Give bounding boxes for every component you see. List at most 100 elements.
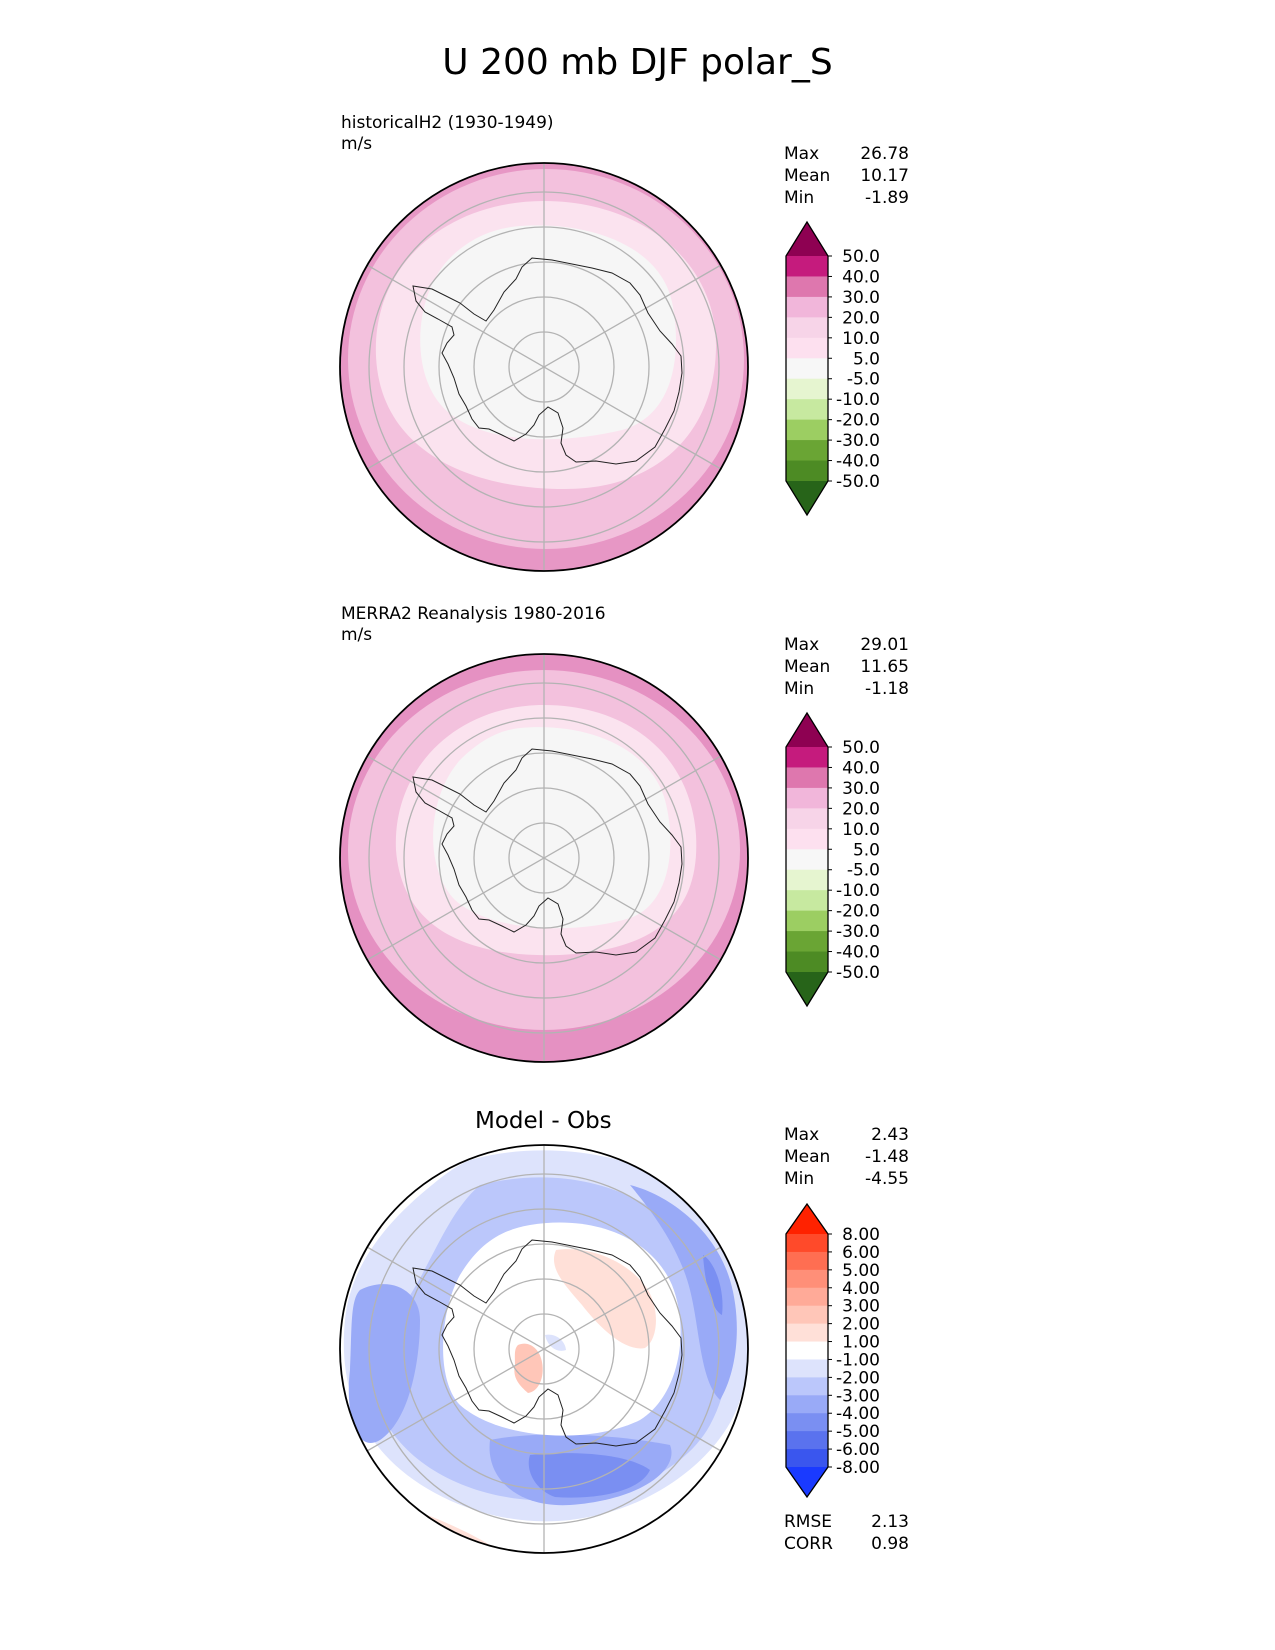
panel-3-stat-mean-label: Mean [784, 1147, 831, 1167]
colorbar-3-segment [786, 1449, 828, 1468]
colorbar-1-tick-label: -40.0 [836, 452, 880, 472]
colorbar-3-segment [786, 1431, 828, 1450]
panel-2-units: m/s [341, 625, 373, 645]
colorbar-1-tick-label: 40.0 [842, 267, 880, 287]
colorbar-1-tick-label: 10.0 [842, 329, 880, 349]
colorbar-2-segment [786, 951, 828, 973]
colorbar-2-tick-label: -10.0 [836, 881, 880, 901]
figure-title: U 200 mb DJF polar_S [442, 42, 833, 83]
panel-1-stat-mean-value: 10.17 [860, 166, 909, 186]
colorbar-3-tick-label: -2.00 [836, 1368, 880, 1388]
colorbar-3-extend-top [786, 1204, 828, 1234]
panel-2-stat-mean-value: 11.65 [860, 657, 909, 677]
colorbar-3-tick-label: -1.00 [836, 1350, 880, 1370]
colorbar-3-tick-label: -3.00 [836, 1386, 880, 1406]
colorbar-1-segment [786, 419, 828, 441]
colorbar-3-tick-label: -5.00 [836, 1422, 880, 1442]
panel-3-stat-max-value: 2.43 [871, 1125, 909, 1145]
map-3-region-minus4-east [703, 1255, 723, 1315]
colorbar-2-tick-label: -50.0 [836, 963, 880, 983]
colorbar-3-tick-label: 6.00 [842, 1243, 880, 1263]
panel-3-stat-mean-value: -1.48 [865, 1147, 909, 1167]
colorbar-1-tick-label: -30.0 [836, 431, 880, 451]
panel-3-corr-label: CORR [784, 1534, 833, 1554]
colorbar-2-segment [786, 931, 828, 953]
panel-1-stat-mean-label: Mean [784, 166, 831, 186]
panel-2-stat-max-value: 29.01 [860, 635, 909, 655]
colorbar-1-segment [786, 296, 828, 318]
colorbar-2-tick-label: 5.0 [853, 840, 880, 860]
colorbar-3-tick-label: 2.00 [842, 1315, 880, 1335]
colorbar-2-segment [786, 747, 828, 768]
colorbar-1-segment [786, 256, 828, 277]
colorbar-1-tick-label: -20.0 [836, 411, 880, 431]
colorbar-3-tick-label: -4.00 [836, 1404, 880, 1424]
panel-1-stat-max-value: 26.78 [860, 144, 909, 164]
map-2-band-5 [433, 727, 671, 929]
colorbar-1-segment [786, 358, 828, 380]
colorbar-3-segment [786, 1413, 828, 1432]
colorbar-1-segment [786, 317, 828, 339]
map-3-region-plus2-pole [514, 1343, 543, 1393]
map-3-boundary [339, 1144, 749, 1554]
colorbar-3-segment [786, 1269, 828, 1289]
colorbar-3-tick-label: 3.00 [842, 1297, 880, 1317]
panel-3-stat-min-value: -4.55 [865, 1169, 909, 1189]
colorbar-1-tick-label: -5.0 [847, 370, 880, 390]
panel-2-title: MERRA2 Reanalysis 1980-2016 [341, 604, 606, 624]
panel-3-stat-max-label: Max [784, 1125, 820, 1145]
colorbar-3-segment [786, 1377, 828, 1396]
colorbar-3-tick-label: -6.00 [836, 1440, 880, 1460]
colorbar-3-tick-label: 5.00 [842, 1261, 880, 1281]
colorbar-1-segment [786, 337, 828, 359]
colorbar-1-extend-top [786, 222, 828, 256]
colorbar-3-segment [786, 1359, 828, 1378]
colorbar-1-segment [786, 276, 828, 298]
colorbar-3-segment [786, 1395, 828, 1414]
colorbar-2-tick-label: 50.0 [842, 738, 880, 758]
colorbar-3-tick-label: 1.00 [842, 1333, 880, 1353]
map-3-region-minus3-west [348, 1284, 420, 1443]
colorbar-1-segment [786, 399, 828, 421]
map-3-region-plus1-east [553, 1249, 656, 1349]
colorbar-3-segment [786, 1323, 828, 1343]
panel-2-stat-max-label: Max [784, 635, 820, 655]
panel-1-units: m/s [341, 134, 373, 154]
panel-2-stat-min-label: Min [784, 679, 815, 699]
colorbar-1: 50.040.030.020.010.05.0-5.0-10.0-20.0-30… [785, 220, 880, 517]
panel-3-rmse-value: 2.13 [871, 1512, 909, 1532]
panel-1-title: historicalH2 (1930-1949) [341, 113, 554, 133]
colorbar-2-tick-label: -5.0 [847, 861, 880, 881]
colorbar-1-tick-label: 30.0 [842, 288, 880, 308]
colorbar-2-tick-label: -20.0 [836, 902, 880, 922]
panel-1-stat-min-value: -1.89 [865, 188, 909, 208]
colorbar-2-tick-label: 10.0 [842, 820, 880, 840]
colorbar-2-segment [786, 869, 828, 891]
colorbar-2-tick-label: 20.0 [842, 799, 880, 819]
colorbar-1-tick-label: -10.0 [836, 390, 880, 410]
colorbar-1-tick-label: 20.0 [842, 308, 880, 328]
colorbar-2: 50.040.030.020.010.05.0-5.0-10.0-20.0-30… [785, 711, 880, 1008]
colorbar-2-tick-label: -40.0 [836, 943, 880, 963]
colorbar-1-tick-label: -50.0 [836, 472, 880, 492]
map-1-boundary [339, 162, 749, 572]
colorbar-2-extend-top [786, 713, 828, 747]
colorbar-3-tick-label: 8.00 [842, 1225, 880, 1245]
colorbar-2-extend-bottom [786, 972, 828, 1006]
colorbar-2-segment [786, 849, 828, 871]
colorbar-1-segment [786, 440, 828, 462]
colorbar-1-segment [786, 460, 828, 482]
colorbar-2-tick-label: 40.0 [842, 758, 880, 778]
map-3 [340, 1145, 748, 1553]
colorbar-3-tick-label: 4.00 [842, 1279, 880, 1299]
map-3-region-minus3-east [630, 1185, 737, 1400]
colorbar-2-segment [786, 767, 828, 789]
panel-3-stat-min-label: Min [784, 1169, 815, 1189]
colorbar-3-segment [786, 1287, 828, 1307]
colorbar-2-segment [786, 828, 828, 850]
panel-2-stat-mean-label: Mean [784, 657, 831, 677]
colorbar-3-segment [786, 1341, 828, 1360]
panel-3-title: Model - Obs [475, 1108, 612, 1134]
colorbar-3: 8.006.005.004.003.002.001.00-1.00-2.00-3… [785, 1202, 880, 1499]
